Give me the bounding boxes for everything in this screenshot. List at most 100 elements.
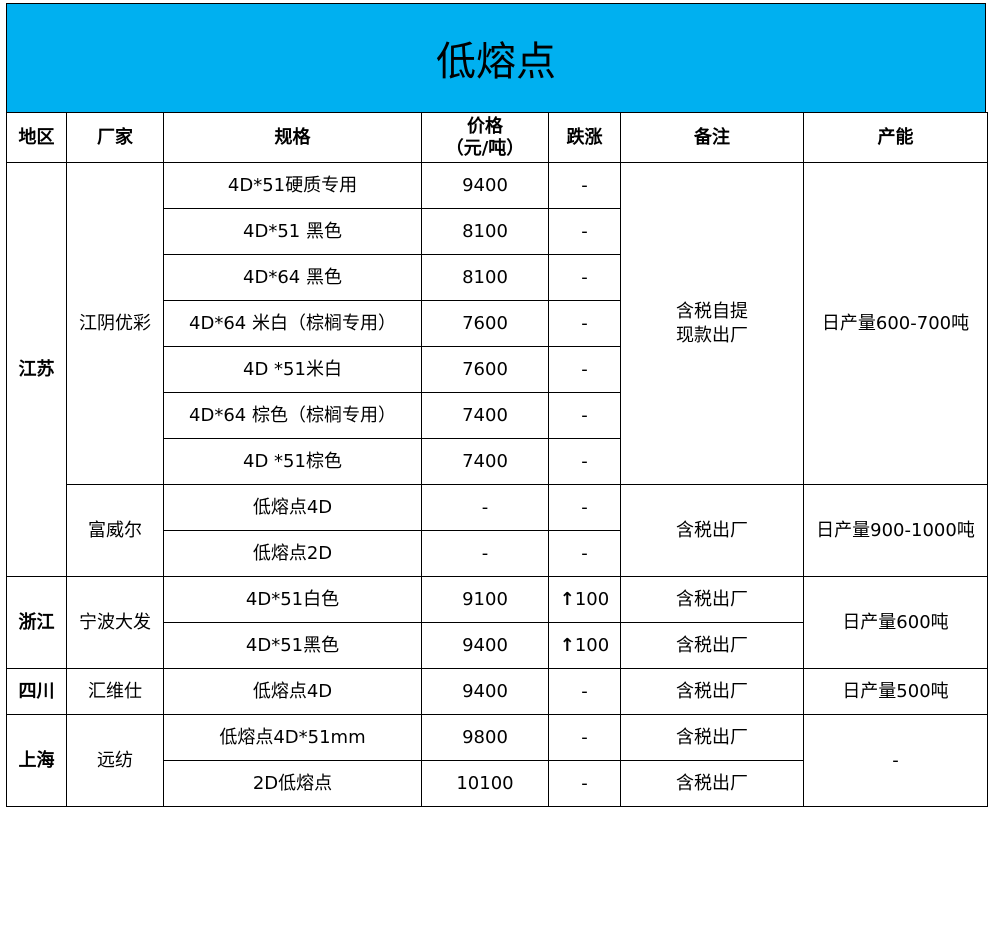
header-factory: 厂家 [66,112,164,163]
capacity-cell: 日产量600-700吨 [803,162,988,485]
capacity-cell: 日产量600吨 [803,576,988,669]
spec-cell: 4D*51黑色 [163,622,422,669]
region-cell: 江苏 [6,162,67,577]
change-cell: - [548,530,621,577]
spec-cell: 4D*51白色 [163,576,422,623]
price-cell: - [421,484,549,531]
change-value: - [581,312,588,334]
price-cell: 7400 [421,438,549,485]
price-cell: 9100 [421,576,549,623]
header-row: 地区 厂家 规格 价格 （元/吨） 跌涨 备注 产能 [6,112,988,163]
table-row: 富威尔 低熔点4D - - 含税出厂 日产量900-1000吨 [7,484,988,577]
spec-cell: 4D *51棕色 [163,438,422,485]
header-price: 价格 （元/吨） [421,112,549,163]
spec-cell: 4D*51硬质专用 [163,162,422,209]
spec-cell: 低熔点4D [163,484,422,531]
spec-cell: 低熔点2D [163,530,422,577]
change-cell: - [548,438,621,485]
price-cell: 7600 [421,300,549,347]
change-cell: - [548,392,621,439]
table-row: 上海 远纺 低熔点4D*51mm 9800- 含税出厂 - [6,714,988,807]
table-row: 4D*64 米白（棕榈专用） 7600 - [7,300,988,347]
change-value: 100 [574,634,610,656]
price-cell: 7400 [421,392,549,439]
spec-cell: 4D*64 米白（棕榈专用） [163,300,422,347]
table-row: 4D*64 棕色（棕榈专用） 7400 - [7,392,988,439]
change-cell: ↑100 [548,622,621,669]
table-row: 4D*64 黑色 8100 - [7,254,988,301]
price-cell: 10100 [421,760,549,807]
change-cell: ↑100 [548,576,621,623]
note-cell: 含税出厂 [620,622,804,669]
change-value: - [581,220,588,242]
change-value: - [581,358,588,380]
change-value: - [581,772,588,794]
change-value: - [581,542,588,564]
change-value: - [581,266,588,288]
factory-cell: 富威尔 [66,484,164,577]
factory-cell: 江阴优彩 [66,162,164,485]
spec-cell: 低熔点4D [163,668,422,715]
region-cell: 四川 [6,668,67,715]
header-note: 备注 [620,112,804,163]
price-cell: 9400 [421,668,549,715]
price-table: 地区 厂家 规格 价格 （元/吨） 跌涨 备注 产能 江苏 江阴优彩 4D*51硬质… [6,112,988,807]
sheet-title: 低熔点 [6,3,986,113]
change-cell: - [548,484,621,531]
change-value: - [581,450,588,472]
capacity-cell: 日产量500吨 [803,668,988,715]
header-spec: 规格 [163,112,422,163]
header-change: 跌涨 [548,112,621,163]
spec-cell: 4D *51米白 [163,346,422,393]
spec-cell: 4D*64 棕色（棕榈专用） [163,392,422,439]
change-cell: - [548,714,621,761]
header-region: 地区 [6,112,67,163]
change-cell: - [548,208,621,255]
table-row: 江苏 江阴优彩 4D*51硬质专用 9400 - 含税自提 现款出厂 日产量600-700吨 [6,162,988,577]
change-value: - [581,680,588,702]
arrow-up-icon: ↑ [559,588,575,610]
change-cell: - [548,300,621,347]
price-cell: 7600 [421,346,549,393]
change-cell: - [548,668,621,715]
table-row: 四川 汇维仕 低熔点4D 9400 - 含税出厂 日产量500吨 [6,668,988,715]
spec-cell: 2D低熔点 [163,760,422,807]
table-row: 2D低熔点 10100 - 含税出厂 [7,760,988,807]
table-row: 浙江 宁波大发 4D*51白色 9100 ↑100 含税出厂 日产量600吨 [6,576,988,669]
note-cell: 含税出厂 [620,576,804,623]
price-cell: 9800 [421,714,549,761]
table-row: 4D *51米白 7600 - [7,346,988,393]
note-cell: 含税自提 现款出厂 [620,162,804,485]
change-value: - [581,496,588,518]
change-cell: - [548,162,621,209]
change-cell: - [548,346,621,393]
note-cell: 含税出厂 [620,668,804,715]
capacity-cell: - [803,714,988,807]
change-value: - [581,726,588,748]
note-cell: 含税出厂 [620,484,804,577]
price-cell: - [421,530,549,577]
note-cell: 含税出厂 [620,760,804,807]
factory-cell: 宁波大发 [66,576,164,669]
spec-cell: 低熔点4D*51mm [163,714,422,761]
factory-cell: 汇维仕 [66,668,164,715]
price-cell: 8100 [421,208,549,255]
arrow-up-icon: ↑ [559,634,575,656]
spec-cell: 4D*64 黑色 [163,254,422,301]
table-row: 4D*51 黑色 8100 - [7,208,988,255]
price-cell: 8100 [421,254,549,301]
table-row: 4D*51黑色 9400 ↑100 含税出厂 [7,622,988,669]
factory-cell: 远纺 [66,714,164,807]
spec-cell: 4D*51 黑色 [163,208,422,255]
header-capacity: 产能 [803,112,988,163]
region-cell: 浙江 [6,576,67,669]
note-cell: 含税出厂 [620,714,804,761]
capacity-cell: 日产量900-1000吨 [803,484,988,577]
change-value: 100 [574,588,610,610]
table-row: 4D *51棕色 7400 - [7,438,988,485]
price-cell: 9400 [421,622,549,669]
change-cell: - [548,254,621,301]
change-value: - [581,404,588,426]
table-row: 低熔点2D - - [7,530,988,577]
table-body: 江苏 江阴优彩 4D*51硬质专用 9400- 含税自提 现款出厂 日产量600-700吨… [6,162,988,807]
